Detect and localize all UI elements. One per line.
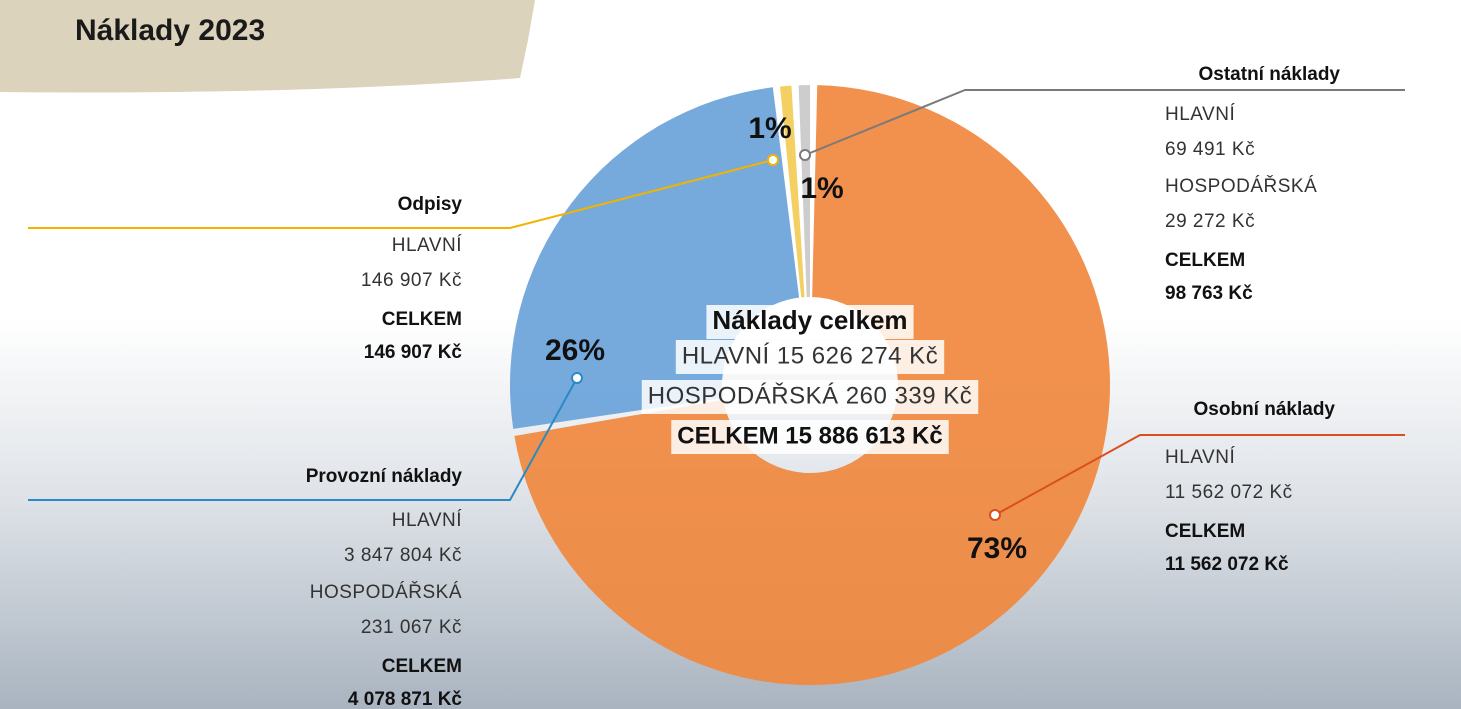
total-label: CELKEM xyxy=(1165,521,1245,542)
callout-line xyxy=(804,89,1405,156)
callout-dot xyxy=(767,154,779,166)
callout-title: Provozní náklady xyxy=(306,466,463,487)
slice xyxy=(514,85,1111,686)
total-label: CELKEM xyxy=(1165,250,1245,271)
percent-label: 1% xyxy=(748,112,791,145)
callout-title: Osobní náklady xyxy=(1194,399,1336,420)
center-label-bg xyxy=(671,420,949,454)
percent-label: 1% xyxy=(800,172,843,205)
center-label: HOSPODÁŘSKÁ 260 339 Kč xyxy=(648,382,972,409)
callout-line xyxy=(28,159,774,229)
total-amount: 4 078 871 Kč xyxy=(348,689,463,709)
center-block: Náklady celkem HLAVNÍ 15 626 274 Kč HOSPOD… xyxy=(641,305,979,454)
row-amount: 69 491 Kč xyxy=(1165,139,1255,160)
callout-line xyxy=(28,377,578,501)
center-label-bg xyxy=(706,305,914,339)
percent-label: 26% xyxy=(545,334,605,367)
row-amount: 146 907 Kč xyxy=(361,270,462,291)
row-label: HLAVNÍ xyxy=(1165,447,1235,468)
slice xyxy=(798,85,811,298)
callout-title: Odpisy xyxy=(398,194,463,215)
row-label: HLAVNÍ xyxy=(1165,104,1235,125)
chart-title: Náklady 2023 xyxy=(75,14,265,47)
row-amount: 3 847 804 Kč xyxy=(344,545,462,566)
center-label: CELKEM 15 886 613 Kč xyxy=(677,422,942,449)
row-label: HOSPODÁŘSKÁ xyxy=(1165,175,1317,197)
total-amount: 11 562 072 Kč xyxy=(1165,554,1289,575)
callout-line xyxy=(994,434,1405,516)
callout-dot xyxy=(571,372,583,384)
center-label: HLAVNÍ 15 626 274 Kč xyxy=(682,342,938,369)
row-label: HLAVNÍ xyxy=(392,235,462,256)
total-amount: 98 763 Kč xyxy=(1165,283,1253,304)
row-amount: 29 272 Kč xyxy=(1165,211,1255,232)
slice xyxy=(779,85,805,298)
center-label-bg xyxy=(641,380,979,414)
row-amount: 231 067 Kč xyxy=(361,617,462,638)
row-label: HOSPODÁŘSKÁ xyxy=(310,581,462,603)
row-label: HLAVNÍ xyxy=(392,510,462,531)
callout-title: Ostatní náklady xyxy=(1199,64,1341,85)
title-banner xyxy=(0,0,535,93)
callout-dot xyxy=(989,509,1001,521)
total-label: CELKEM xyxy=(382,656,462,677)
callout-dot xyxy=(799,149,811,161)
percent-label: 73% xyxy=(967,532,1027,565)
total-amount: 146 907 Kč xyxy=(364,342,463,363)
row-amount: 11 562 072 Kč xyxy=(1165,482,1293,503)
total-label: CELKEM xyxy=(382,309,462,330)
center-label-bg xyxy=(675,340,945,374)
center-label: Náklady celkem xyxy=(712,305,907,335)
